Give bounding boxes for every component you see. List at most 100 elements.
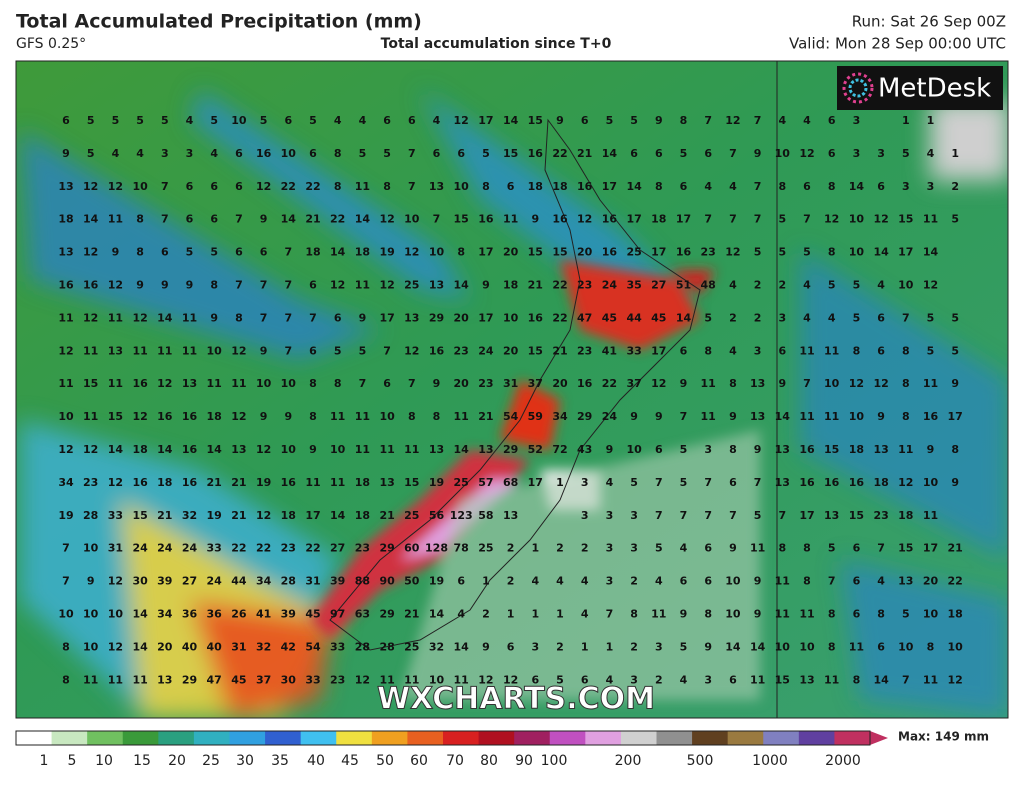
grid-value: 15 [404,476,419,489]
grid-value: 23 [454,344,469,357]
grid-value: 11 [923,509,938,522]
grid-value: 8 [482,180,490,193]
grid-value: 11 [775,575,790,588]
grid-value: 6 [284,114,292,127]
grid-value: 45 [231,673,246,686]
grid-value: 5 [680,640,688,653]
legend-label: 100 [541,753,568,769]
grid-value: 5 [630,114,638,127]
grid-value: 14 [132,640,148,653]
grid-value: 2 [778,279,786,292]
grid-value: 16 [132,377,148,390]
grid-value: 11 [132,673,147,686]
grid-value: 29 [379,608,394,621]
grid-value: 16 [528,311,544,324]
grid-value: 2 [556,542,564,555]
grid-value: 34 [552,410,568,423]
grid-value: 12 [132,311,147,324]
legend-label: 25 [202,753,220,769]
grid-value: 57 [478,476,493,489]
grid-value: 4 [606,673,614,686]
grid-value: 9 [359,311,367,324]
grid-value: 16 [281,476,297,489]
grid-value: 9 [655,114,663,127]
legend-label: 10 [95,753,113,769]
grid-value: 10 [58,608,74,621]
grid-value: 4 [433,114,441,127]
grid-value: 21 [528,279,543,292]
grid-value: 11 [355,180,370,193]
grid-value: 6 [309,279,317,292]
grid-value: 15 [849,509,864,522]
grid-value: 9 [754,575,762,588]
grid-value: 56 [429,509,445,522]
grid-value: 5 [853,311,861,324]
grid-value: 6 [853,608,861,621]
grid-value: 36 [182,608,198,621]
grid-value: 78 [454,542,469,555]
grid-value: 7 [729,147,737,160]
grid-value: 24 [132,542,148,555]
grid-value: 12 [256,180,271,193]
grid-value: 31 [503,377,518,390]
grid-value: 15 [898,542,913,555]
legend-label: 2000 [825,753,861,769]
grid-value: 6 [507,180,515,193]
grid-value: 13 [750,377,765,390]
grid-value: 4 [655,575,663,588]
grid-value: 1 [507,608,515,621]
grid-value: 13 [404,311,419,324]
grid-value: 10 [281,443,297,456]
colorbar-swatch [16,731,53,745]
grid-value: 16 [577,180,593,193]
grid-value: 7 [655,476,663,489]
grid-value: 5 [754,246,762,259]
grid-value: 17 [305,509,320,522]
grid-value: 7 [359,377,367,390]
grid-value: 11 [83,410,98,423]
grid-value: 3 [630,542,638,555]
grid-value: 45 [651,311,666,324]
grid-value: 24 [602,410,618,423]
colorbar-frame [15,730,871,746]
grid-value: 16 [799,443,815,456]
grid-value: 9 [62,147,70,160]
grid-value: 31 [305,575,320,588]
grid-value: 6 [853,542,861,555]
grid-value: 13 [429,279,444,292]
grid-value: 6 [828,114,836,127]
grid-value: 6 [457,575,465,588]
grid-value: 16 [799,476,815,489]
grid-value: 12 [577,213,592,226]
grid-value: 39 [330,575,345,588]
grid-value: 4 [359,114,367,127]
grid-value: 8 [828,608,836,621]
grid-value: 5 [754,509,762,522]
legend-label: 40 [307,753,325,769]
grid-value: 19 [58,509,73,522]
colorbar-swatch [478,731,515,745]
grid-value: 19 [429,575,444,588]
grid-value: 11 [750,673,765,686]
colorbar-swatch [87,731,124,745]
grid-value: 33 [626,344,641,357]
grid-value: 34 [58,476,74,489]
grid-value: 13 [799,673,814,686]
grid-value: 5 [136,114,144,127]
grid-value: 11 [404,673,419,686]
grid-value: 54 [305,640,321,653]
grid-value: 15 [454,213,469,226]
grid-value: 32 [429,640,444,653]
grid-value: 18 [281,509,296,522]
grid-value: 60 [404,542,420,555]
grid-value: 13 [379,476,394,489]
grid-value: 14 [429,608,445,621]
grid-value: 30 [281,673,297,686]
grid-value: 8 [729,377,737,390]
grid-value: 7 [606,608,614,621]
grid-value: 45 [305,608,320,621]
grid-value: 5 [482,147,490,160]
grid-value: 6 [581,114,589,127]
grid-value: 72 [552,443,567,456]
